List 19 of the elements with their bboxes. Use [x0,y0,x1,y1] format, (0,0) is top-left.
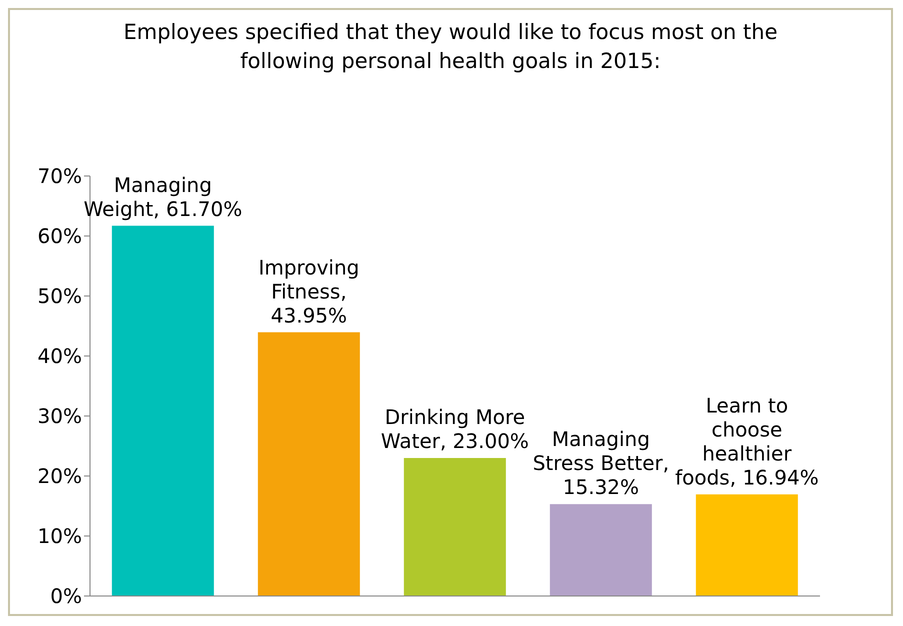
bar [696,494,798,596]
y-tick-label: 70% [38,164,82,188]
data-label: Learn to choose healthier foods, 16.94% [675,393,819,490]
bar [404,458,506,596]
data-label: Managing Stress Better, 15.32% [532,427,670,500]
data-label: Drinking More Water, 23.00% [380,405,529,453]
y-tick-label: 40% [38,344,82,368]
bar [258,332,360,596]
bar [550,504,652,596]
y-tick-label: 20% [38,464,82,488]
data-label: Improving Fitness, 43.95% [258,255,360,328]
data-label: Managing Weight, 61.70% [84,172,242,221]
y-tick-label: 30% [38,404,82,428]
y-tick-label: 0% [50,584,82,608]
y-tick-label: 10% [38,524,82,548]
bar [112,226,214,596]
y-tick-label: 60% [38,224,82,248]
chart-title: Employees specified that they would like to focus most on the following personal health goals in 2015: [122,19,778,75]
y-tick-label: 50% [38,284,82,308]
